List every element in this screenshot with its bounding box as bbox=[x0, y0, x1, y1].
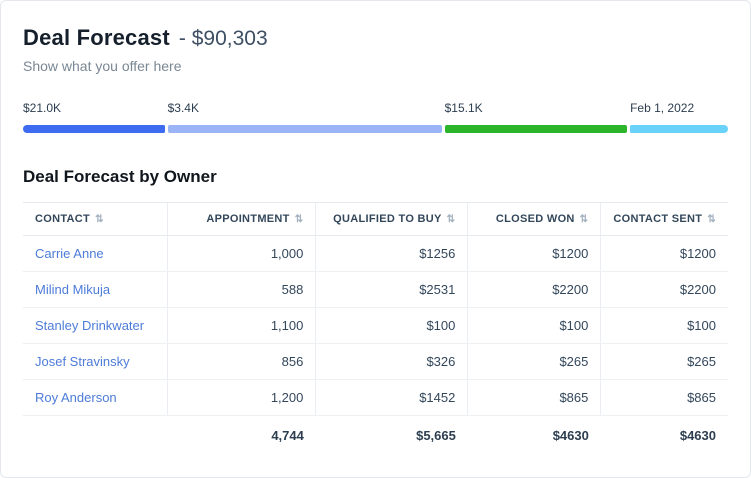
cell-closed-won: $1200 bbox=[467, 235, 601, 272]
cell-appointment: 1,000 bbox=[167, 235, 316, 272]
sort-icon[interactable]: ⇅ bbox=[95, 214, 104, 225]
sort-icon[interactable]: ⇅ bbox=[446, 214, 456, 225]
sort-icon[interactable]: ⇅ bbox=[294, 214, 304, 225]
totals-contact-sent: $4630 bbox=[679, 428, 716, 443]
totals-contact bbox=[23, 416, 168, 454]
cell-qualified: $1452 bbox=[315, 379, 468, 416]
column-header-contact[interactable]: CONTACT ⇅ bbox=[23, 202, 168, 236]
cell-appointment: 588 bbox=[167, 271, 316, 308]
contact-link[interactable]: Josef Stravinsky bbox=[35, 354, 130, 369]
progress-label: Feb 1, 2022 bbox=[630, 101, 695, 115]
table-row: Milind Mikuja 588 $2531 $2200 $2200 bbox=[23, 271, 728, 308]
column-header-label: QUALIFIED TO BUY bbox=[333, 213, 442, 225]
column-header-label: CLOSED WON bbox=[495, 213, 575, 225]
column-header-appointment[interactable]: APPOINTMENT ⇅ bbox=[167, 202, 316, 236]
column-header-closed-won[interactable]: CLOSED WON ⇅ bbox=[467, 202, 601, 236]
cell-qualified: $1256 bbox=[315, 235, 468, 272]
cell-qualified: $100 bbox=[315, 307, 468, 344]
sort-icon[interactable]: ⇅ bbox=[707, 214, 716, 225]
totals-qualified: $5,665 bbox=[416, 428, 456, 443]
totals-closed-won: $4630 bbox=[552, 428, 589, 443]
progress-segment bbox=[630, 125, 728, 133]
contact-link[interactable]: Stanley Drinkwater bbox=[35, 318, 145, 333]
progress-segment bbox=[444, 125, 628, 133]
contact-link[interactable]: Carrie Anne bbox=[35, 246, 104, 261]
column-header-label: CONTACT SENT bbox=[613, 213, 703, 225]
table-row: Stanley Drinkwater 1,100 $100 $100 $100 bbox=[23, 307, 728, 344]
forecast-amount: - $90,303 bbox=[178, 27, 268, 50]
cell-closed-won: $865 bbox=[467, 379, 601, 416]
cell-contact-sent: $100 bbox=[600, 307, 728, 344]
progress-segment bbox=[23, 125, 165, 133]
column-header-label: APPOINTMENT bbox=[206, 213, 290, 225]
cell-closed-won: $265 bbox=[467, 343, 601, 380]
forecast-progress: $21.0K $3.4K $15.1K Feb 1, 2022 bbox=[23, 101, 728, 133]
cell-contact-sent: $265 bbox=[600, 343, 728, 380]
section-title: Deal Forecast by Owner bbox=[23, 167, 217, 186]
table-row: Josef Stravinsky 856 $326 $265 $265 bbox=[23, 343, 728, 380]
table-row: Carrie Anne 1,000 $1256 $1200 $1200 bbox=[23, 235, 728, 272]
cell-contact-sent: $1200 bbox=[600, 235, 728, 272]
cell-contact-sent: $2200 bbox=[600, 271, 728, 308]
progress-label: $21.0K bbox=[23, 101, 62, 115]
cell-appointment: 856 bbox=[167, 343, 316, 380]
cell-qualified: $326 bbox=[315, 343, 468, 380]
progress-labels: $21.0K $3.4K $15.1K Feb 1, 2022 bbox=[23, 101, 728, 115]
column-header-contact-sent[interactable]: CONTACT SENT ⇅ bbox=[600, 202, 728, 236]
table-header-row: CONTACT ⇅ APPOINTMENT ⇅ QUALIFIED TO BUY ⇅ … bbox=[23, 202, 728, 236]
header: Deal Forecast - $90,303 bbox=[23, 25, 728, 51]
contact-link[interactable]: Milind Mikuja bbox=[35, 282, 111, 297]
page-title: Deal Forecast bbox=[23, 25, 170, 50]
sort-icon[interactable]: ⇅ bbox=[579, 214, 589, 225]
progress-bar bbox=[23, 125, 728, 133]
totals-row: 4,744 $5,665 $4630 $4630 bbox=[23, 416, 728, 454]
page-subtitle: Show what you offer here bbox=[23, 58, 182, 74]
deal-forecast-table: CONTACT ⇅ APPOINTMENT ⇅ QUALIFIED TO BUY ⇅ … bbox=[23, 202, 728, 453]
cell-contact-sent: $865 bbox=[600, 379, 728, 416]
cell-appointment: 1,200 bbox=[167, 379, 316, 416]
cell-qualified: $2531 bbox=[315, 271, 468, 308]
column-header-label: CONTACT bbox=[35, 213, 91, 225]
table-row: Roy Anderson 1,200 $1452 $865 $865 bbox=[23, 379, 728, 416]
cell-closed-won: $100 bbox=[467, 307, 601, 344]
cell-appointment: 1,100 bbox=[167, 307, 316, 344]
totals-appointment: 4,744 bbox=[271, 428, 304, 443]
progress-label: $3.4K bbox=[167, 101, 199, 115]
contact-link[interactable]: Roy Anderson bbox=[35, 390, 117, 405]
cell-closed-won: $2200 bbox=[467, 271, 601, 308]
column-header-qualified-to-buy[interactable]: QUALIFIED TO BUY ⇅ bbox=[315, 202, 468, 236]
progress-segment bbox=[167, 125, 442, 133]
progress-label: $15.1K bbox=[444, 101, 483, 115]
